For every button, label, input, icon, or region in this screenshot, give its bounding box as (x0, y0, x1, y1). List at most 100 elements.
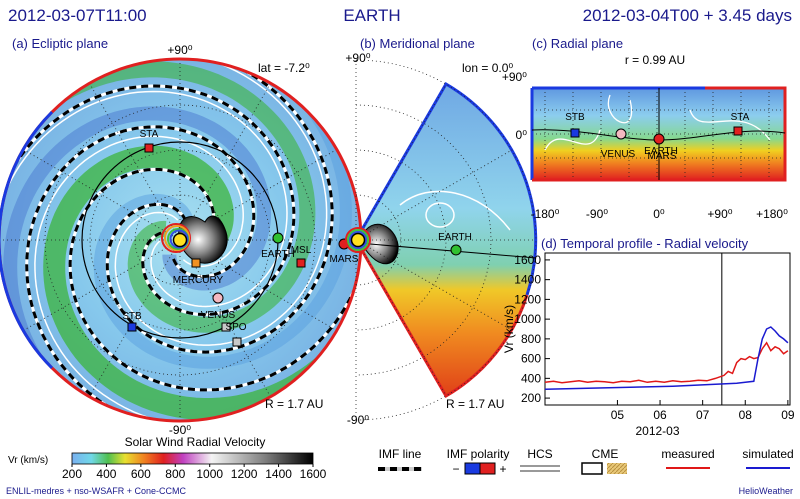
body-label: EARTH (438, 232, 472, 243)
header-time: 2012-03-07T11:00 (8, 6, 147, 25)
contour (0, 90, 288, 385)
ecliptic-panel: STA STB EARTH MSL MARS MERCURY VENUS SPO (0, 57, 363, 423)
meridional-border-blue (354, 81, 538, 296)
sta-marker (733, 126, 743, 136)
y-tick-label: 1400 (514, 273, 541, 287)
y-tick-label: 600 (521, 352, 541, 366)
latitude: lat = -7.2⁰ (258, 61, 310, 75)
body-label: MARS (330, 254, 359, 265)
colorbar-tick-label: 1600 (300, 467, 327, 481)
legend-swatch (607, 463, 627, 474)
axis-label: -90⁰ (347, 413, 369, 427)
axis-label: -90⁰ (169, 423, 191, 437)
legend-label: HCS (527, 447, 552, 461)
grid-arc (355, 104, 492, 376)
y-tick-label: 0⁰ (516, 128, 528, 142)
legend-label: simulated (742, 447, 793, 461)
spo-marker (232, 337, 242, 347)
radius: R = 1.7 AU (265, 397, 323, 411)
sta-marker (144, 143, 154, 153)
series-line (544, 341, 789, 384)
legend-label: − (452, 462, 459, 476)
ecliptic-border-blue (0, 110, 54, 370)
x-axis-label: 2012-03 (635, 424, 679, 438)
x-tick-label: 09 (781, 408, 795, 422)
legend-swatch (479, 462, 496, 475)
legend-swatch (464, 462, 481, 475)
imf-line (0, 84, 296, 317)
panel-title: (c) Radial plane (532, 36, 623, 51)
panel-title: (a) Ecliptic plane (12, 36, 108, 51)
body-label: MSL (291, 245, 312, 256)
series-line (544, 326, 789, 390)
y-tick-label: 200 (521, 391, 541, 405)
contour (544, 94, 771, 151)
earth-line (357, 242, 537, 259)
footer-credit: ENLIL-medres + nso-WSAFR + Cone-CCMC (6, 486, 187, 496)
y-tick-label: +90⁰ (502, 70, 527, 84)
body-label: VENUS (601, 149, 636, 160)
legend-label: + (499, 462, 506, 476)
x-tick-label: -180⁰ (531, 207, 560, 221)
msl-marker (296, 258, 306, 268)
radial-grid (532, 88, 785, 180)
legend: IMF line IMF polarity − + HCS CME measur… (378, 447, 794, 476)
grid-arc (355, 149, 447, 331)
x-tick-label: 06 (653, 408, 667, 422)
body-label: VENUS (201, 310, 236, 321)
colorbar-tick-label: 1400 (265, 467, 292, 481)
x-tick-label: 08 (739, 408, 753, 422)
y-tick-label: 400 (521, 371, 541, 385)
meridional-panel: EARTH (345, 59, 538, 421)
legend-label: CME (592, 447, 619, 461)
stb-marker (570, 128, 580, 138)
contour (25, 59, 328, 346)
imf-line (68, 139, 361, 392)
radial-panel: STB VENUS EARTH MARS STA (530, 86, 787, 182)
body-label: SPO (225, 322, 246, 333)
colorbar-tick-label: 1000 (196, 467, 223, 481)
panel-title: (d) Temporal profile - Radial velocity (541, 236, 749, 251)
plot-frame (544, 252, 791, 406)
header-target: EARTH (343, 6, 400, 25)
colorbar-tick-label: 400 (96, 467, 116, 481)
grid-circle (89, 149, 271, 331)
body-label: STB (122, 311, 142, 322)
radius: R = 1.7 AU (446, 397, 504, 411)
colorbar-label: Vr (km/s) (8, 455, 48, 466)
axis-label: +90⁰ (167, 43, 192, 57)
body-label: STA (140, 129, 159, 140)
sun (345, 227, 371, 253)
x-tick-label: 0⁰ (653, 207, 665, 221)
imf-line (25, 125, 257, 421)
legend-swatch (581, 462, 603, 475)
colorbar-scale (71, 452, 314, 465)
venus-marker (212, 292, 224, 304)
panel-title: (b) Meridional plane (360, 36, 475, 51)
axis-label: +90⁰ (345, 51, 370, 65)
contour (399, 190, 511, 231)
stb-marker (127, 322, 137, 332)
body-label: EARTH (261, 249, 295, 260)
cme (361, 224, 399, 265)
x-tick-label: +90⁰ (707, 207, 732, 221)
mercury-marker (191, 258, 201, 268)
meridional-border-red (354, 239, 529, 399)
y-axis-label: Vr (km/s) (502, 305, 516, 353)
contour (425, 202, 455, 228)
radius: r = 0.99 AU (625, 53, 685, 67)
y-tick-label: 1600 (514, 253, 541, 267)
earth-marker (272, 232, 284, 244)
footer-brand: HelioWeather (739, 486, 793, 496)
body-label: MERCURY (173, 275, 224, 286)
legend-label: measured (661, 447, 714, 461)
earth-marker (653, 133, 665, 145)
x-tick-label: 05 (611, 408, 625, 422)
legend-label: IMF polarity (447, 447, 510, 461)
x-tick-label: -90⁰ (586, 207, 608, 221)
y-tick-label: 800 (521, 332, 541, 346)
temporal-chart: (d) Temporal profile - Radial velocity 20… (502, 236, 795, 438)
y-tick-label: 1000 (514, 312, 541, 326)
venus-marker (615, 128, 627, 140)
body-label: MARS (648, 151, 677, 162)
